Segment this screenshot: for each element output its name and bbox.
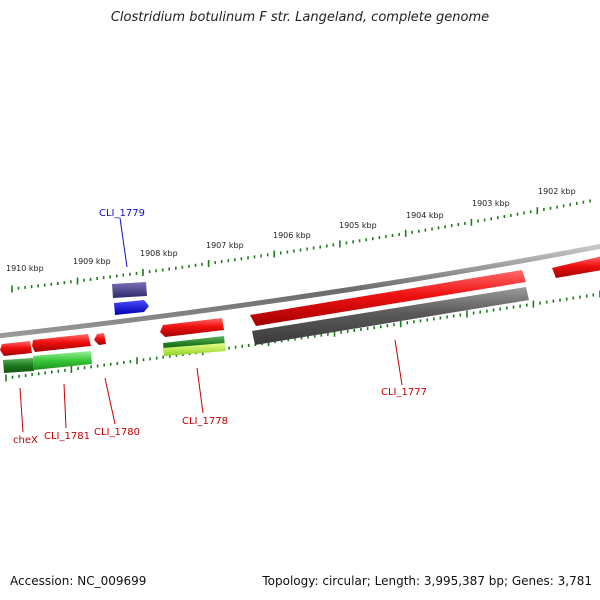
gene-cli-1779-blue[interactable] bbox=[114, 300, 149, 315]
leader-line-chex bbox=[19, 387, 24, 433]
kbp-label: 1902 kbp bbox=[538, 187, 576, 196]
kbp-label: 1903 kbp bbox=[472, 199, 510, 208]
scale-labels: 1910 kbp 1909 kbp 1908 kbp 1907 kbp 1906… bbox=[6, 187, 576, 273]
topology-text: Topology: circular; Length: 3,995,387 bp… bbox=[262, 574, 592, 588]
kbp-label: 1906 kbp bbox=[273, 231, 311, 240]
gene-label-cli-1778[interactable]: CLI_1778 bbox=[182, 416, 228, 427]
gene-labels: CLI_1779 cheX CLI_1781 CLI_1780 CLI_1778… bbox=[13, 208, 427, 446]
gene-green-cli-1781[interactable] bbox=[33, 351, 92, 370]
kbp-label: 1910 kbp bbox=[6, 264, 44, 273]
upper-tick-track bbox=[11, 199, 591, 293]
kbp-label: 1907 kbp bbox=[206, 241, 244, 250]
leader-line-cli-1779 bbox=[119, 217, 128, 268]
leader-line-cli-1780 bbox=[104, 377, 116, 425]
genome-backbone bbox=[0, 243, 600, 339]
gene-label-chex[interactable]: cheX bbox=[13, 435, 38, 446]
leader-line-cli-1777 bbox=[394, 339, 403, 386]
gene-red-cli-1778[interactable] bbox=[160, 318, 224, 337]
gene-green-chex[interactable] bbox=[3, 358, 34, 373]
reverse-strand-genes bbox=[0, 287, 529, 373]
gene-gray-cli-1777[interactable] bbox=[252, 287, 529, 345]
gene-lime-cli-1778[interactable] bbox=[163, 343, 226, 356]
kbp-label: 1909 kbp bbox=[73, 257, 111, 266]
kbp-label: 1905 kbp bbox=[339, 221, 377, 230]
forward-strand-genes bbox=[112, 256, 600, 326]
gene-label-cli-1777[interactable]: CLI_1777 bbox=[381, 387, 427, 398]
gene-red-upper-long[interactable] bbox=[250, 270, 526, 326]
genome-title: Clostridium botulinum F str. Langeland, … bbox=[110, 10, 490, 25]
accession-text: Accession: NC_009699 bbox=[10, 574, 147, 588]
leader-line-cli-1781 bbox=[63, 383, 67, 429]
gene-label-cli-1781[interactable]: CLI_1781 bbox=[44, 431, 90, 442]
kbp-label: 1904 kbp bbox=[406, 211, 444, 220]
gene-cli-1779-navy[interactable] bbox=[112, 282, 147, 298]
leader-lines bbox=[19, 217, 403, 433]
leader-line-cli-1778 bbox=[196, 367, 204, 414]
gene-red-cli-1780[interactable] bbox=[94, 333, 106, 345]
kbp-label: 1908 kbp bbox=[140, 249, 178, 258]
gene-label-cli-1780[interactable]: CLI_1780 bbox=[94, 427, 140, 438]
gene-red-small-left[interactable] bbox=[0, 341, 32, 356]
gene-red-cli-1781[interactable] bbox=[32, 334, 91, 352]
gene-label-cli-1779[interactable]: CLI_1779 bbox=[99, 208, 145, 219]
gene-red-upper-right[interactable] bbox=[552, 256, 600, 278]
